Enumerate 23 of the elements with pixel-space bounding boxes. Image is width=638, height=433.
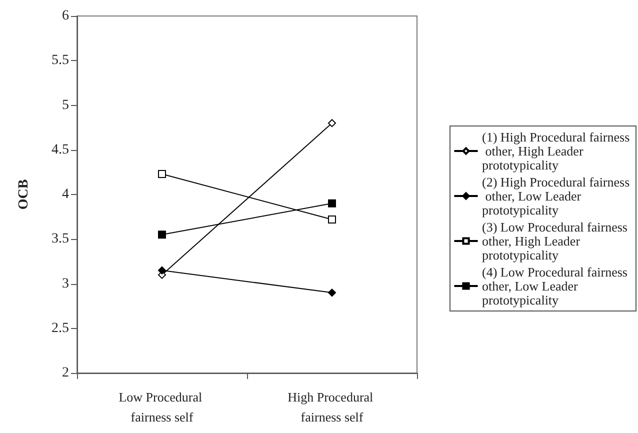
legend-label: (3) Low Procedural fairness other, High Leader prototypicality	[482, 220, 631, 262]
legend-label: (2) High Procedural fairness other, Low Leader prototypicality	[482, 174, 630, 218]
y-tick-label: 3.5	[52, 232, 69, 247]
y-tick-label: 6	[62, 8, 69, 24]
x-tick-label: Low Procedural fairness self	[118, 390, 206, 424]
y-tick-label: 3	[62, 276, 69, 292]
point	[158, 170, 166, 178]
x-tick-label: High Procedural fairness self	[288, 390, 376, 424]
legend-label: (4) Low Procedural fairness other, Low Leader prototypicality	[482, 264, 631, 308]
legend-label: (1) High Procedural fairness other, High Leader prototypicality	[482, 130, 630, 172]
y-tick-label: 2	[62, 366, 69, 380]
point	[328, 288, 336, 297]
y-tick-label: 2.5	[52, 320, 69, 336]
point	[328, 119, 336, 128]
y-tick-label: 4	[62, 187, 69, 202]
y-tick-label: 5	[62, 98, 69, 113]
point	[328, 199, 336, 208]
point	[158, 230, 166, 239]
y-axis-title: OCB	[16, 179, 32, 210]
y-tick-label: 4.5	[52, 142, 69, 158]
point	[328, 215, 336, 224]
y-tick-label: 5.5	[52, 53, 69, 68]
point	[158, 266, 166, 274]
